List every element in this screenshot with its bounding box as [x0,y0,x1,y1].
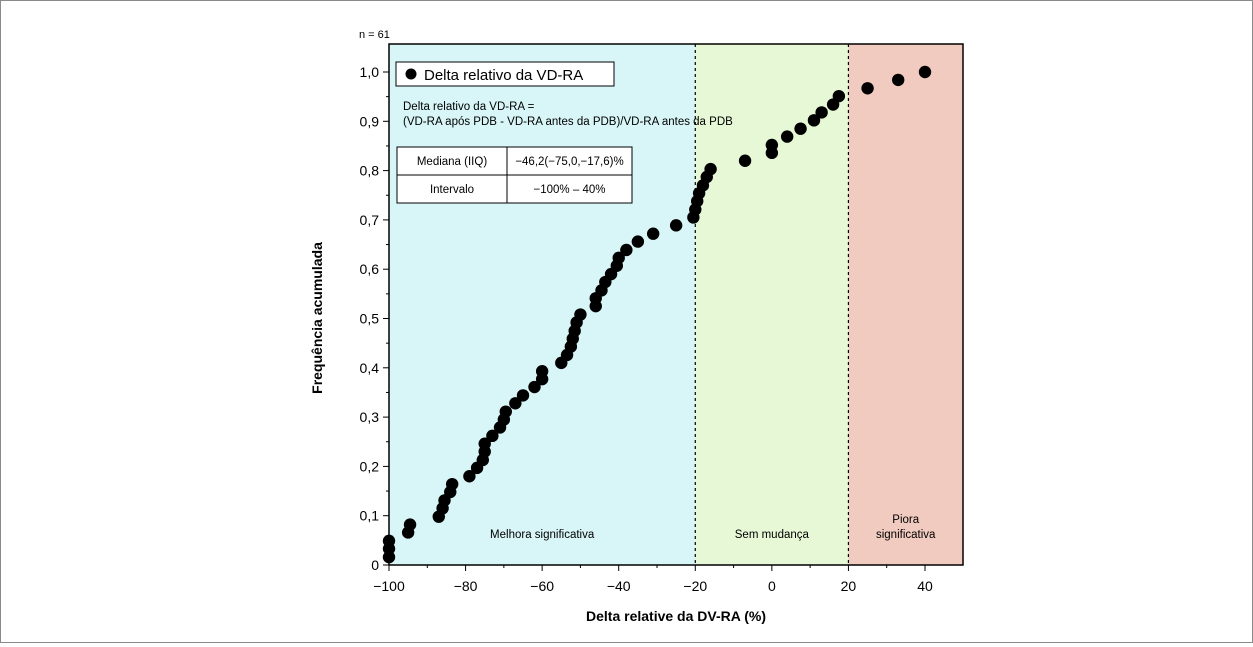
data-point [815,106,827,118]
y-tick-label: 0,1 [360,508,380,524]
data-point [833,90,845,102]
data-point [647,228,659,240]
legend-label: Delta relativo da VD-RA [424,67,583,84]
y-axis-title: Frequência acumulada [309,242,325,394]
formula-line-2: (VD-RA após PDB - VD-RA antes da PDB)/VD… [403,116,733,128]
y-tick-label: 0,8 [360,163,380,179]
y-tick-label: 0,3 [360,409,380,425]
x-tick-label: −60 [530,578,554,594]
x-tick-label: −40 [607,578,631,594]
y-tick-label: 0 [371,557,379,573]
data-point [670,219,682,231]
data-point [620,244,632,256]
data-point [919,66,931,78]
legend-marker [406,69,417,80]
x-tick-label: −100 [373,578,405,594]
stats-label: Mediana (IIQ) [417,156,487,168]
region-2 [848,44,963,565]
x-tick-label: 40 [917,578,933,594]
y-tick-label: 0,7 [360,212,380,228]
region-label-2-line-0: Piora [892,514,919,526]
x-tick-label: 0 [768,578,776,594]
x-tick-label: −80 [454,578,478,594]
region-label-1: Sem mudança [735,529,810,541]
data-point [739,155,751,167]
data-point [446,478,458,490]
legend: Delta relativo da VD-RA [396,62,614,86]
stats-value: −100% – 40% [534,184,606,196]
formula-line-1: Delta relativo da VD-RA = [403,101,535,113]
x-tick-label: 20 [841,578,857,594]
x-axis-title: Delta relative da DV-RA (%) [586,608,766,624]
y-tick-label: 0,5 [360,311,380,327]
data-point [517,389,529,401]
data-point [781,130,793,142]
stats-label: Intervalo [430,184,474,196]
y-tick-label: 0,4 [360,360,380,376]
data-point [632,235,644,247]
data-point [892,74,904,86]
data-point [794,122,806,134]
y-tick-label: 1,0 [360,64,380,80]
y-tick-label: 0,6 [360,261,380,277]
y-tick-label: 0,2 [360,458,380,474]
x-tick-label: −20 [683,578,707,594]
stats-value: −46,2(−75,0,−17,6)% [515,156,623,168]
y-tick-label: 0,9 [360,113,380,129]
data-point [536,365,548,377]
stats-table: Mediana (IIQ) −46,2(−75,0,−17,6)% Interval… [397,147,632,203]
data-point [861,82,873,94]
region-label-2-line-1: significativa [876,529,936,541]
data-point [500,405,512,417]
data-point [404,518,416,530]
region-label-0: Melhora significativa [490,529,595,541]
data-point [704,163,716,175]
data-point [383,535,395,547]
data-point [766,139,778,151]
data-point [574,308,586,320]
sample-size-label: n = 61 [359,29,390,41]
